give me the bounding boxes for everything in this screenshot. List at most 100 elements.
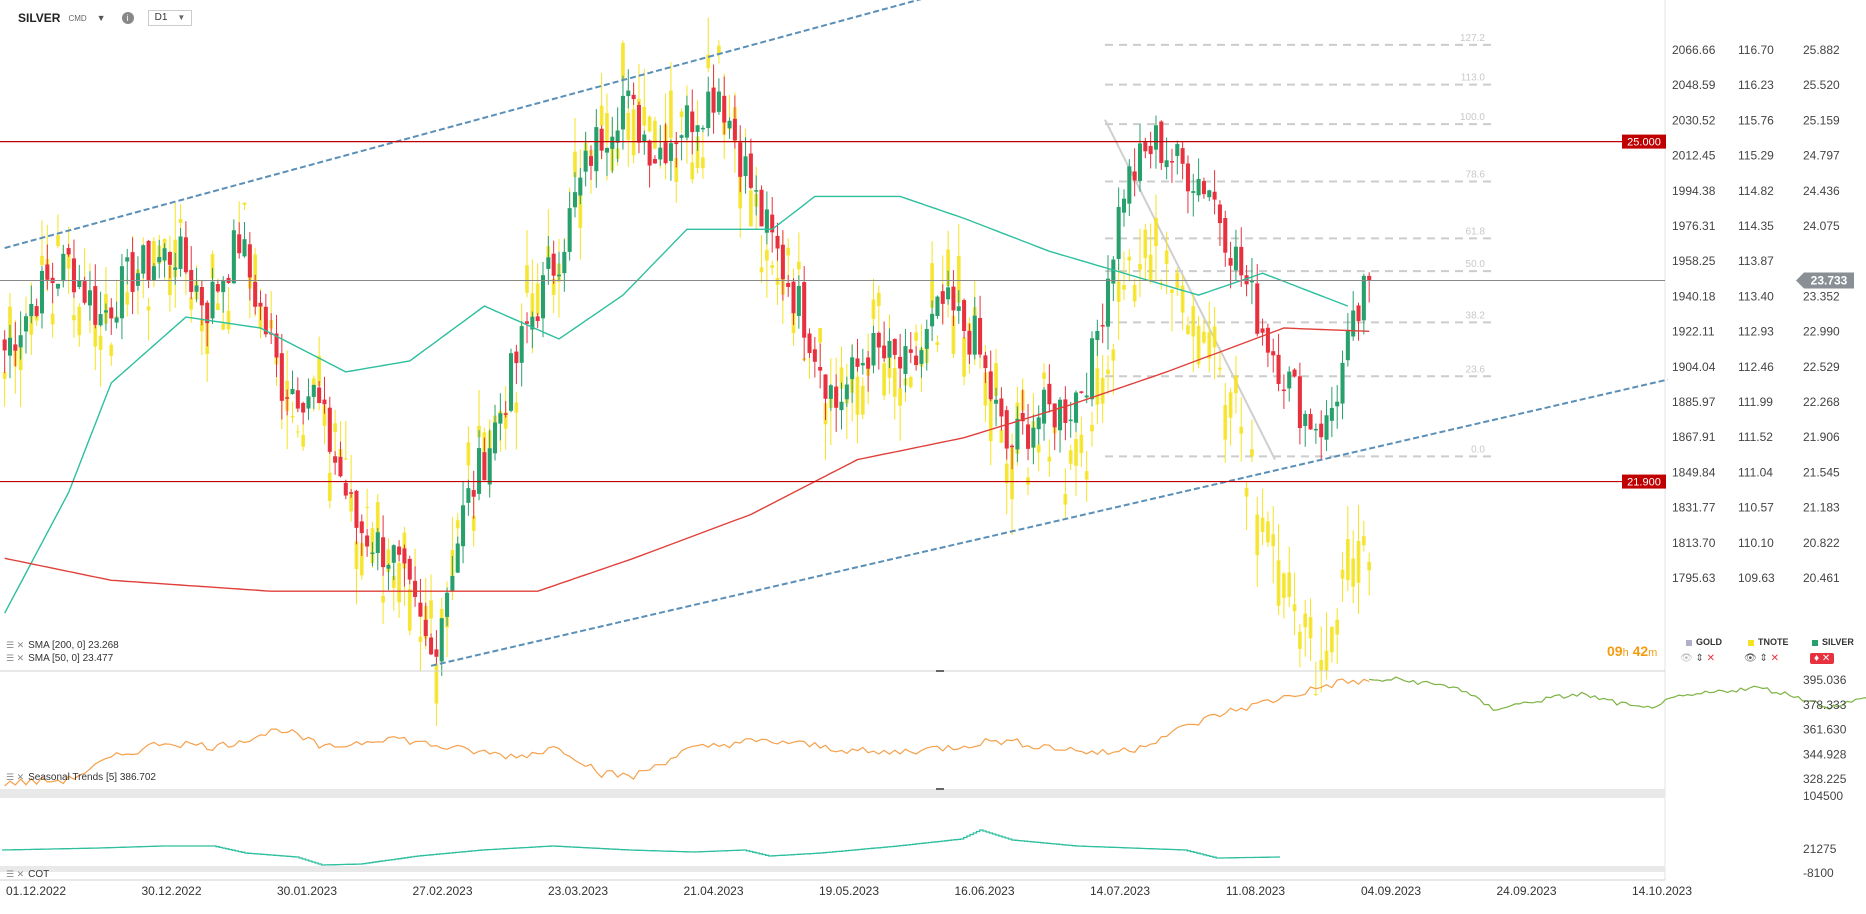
overlay-bar — [647, 116, 652, 132]
legend-silver[interactable]: SILVER — [1812, 637, 1854, 647]
candle — [1319, 423, 1324, 438]
price-axis-label: 20.461 — [1803, 571, 1840, 585]
gold-reorder-icon[interactable]: ⇕ — [1695, 653, 1704, 664]
sma200-text: SMA [200, 0] 23.268 — [28, 640, 119, 651]
candle — [311, 384, 316, 397]
candle — [55, 283, 60, 289]
candle — [413, 580, 418, 597]
candle — [711, 87, 716, 113]
x-tick-label: 27.02.2023 — [412, 884, 472, 898]
candle — [1345, 330, 1350, 361]
overlay-bar — [311, 378, 316, 389]
overlay-bar — [333, 423, 337, 432]
seasonal-close-icon[interactable]: ☰ ✕ — [6, 772, 25, 782]
overlay-bar — [1250, 449, 1254, 457]
candle — [668, 143, 673, 161]
overlay-bar — [679, 111, 684, 118]
silver-close-icon[interactable]: ✕ — [1821, 653, 1831, 664]
overlay-bar — [1164, 250, 1169, 264]
overlay-bar — [1004, 463, 1009, 484]
overlay-bar — [1351, 558, 1356, 587]
overlay-bar — [381, 595, 385, 603]
candle — [34, 306, 39, 316]
overlay-bar — [994, 363, 998, 396]
candle — [39, 270, 45, 314]
sma50-label[interactable]: ☰ ✕ SMA [50, 0] 23.477 — [6, 653, 113, 664]
overlay-bar — [391, 575, 396, 588]
tnote-axis-label: 115.29 — [1738, 149, 1774, 163]
gold-axis-label: 1994.38 — [1672, 184, 1716, 198]
gold-axis-label: 1885.97 — [1672, 395, 1716, 409]
gold-close-icon[interactable]: ✕ — [1706, 653, 1716, 664]
info-icon[interactable]: i — [121, 12, 134, 24]
candle — [706, 91, 711, 129]
sma200-label[interactable]: ☰ ✕ SMA [200, 0] 23.268 — [6, 640, 119, 651]
overlay-bar — [1042, 372, 1046, 379]
x-tick-label: 21.04.2023 — [683, 884, 743, 898]
overlay-bar — [1340, 569, 1345, 579]
candle — [935, 296, 940, 316]
candle — [1073, 392, 1079, 423]
candle — [317, 387, 322, 404]
timeframe-select[interactable]: D1 ▼ — [147, 10, 193, 26]
candle — [402, 548, 407, 564]
x-tick-label: 23.03.2023 — [548, 884, 608, 898]
panel-gap — [0, 866, 1665, 872]
candle — [780, 244, 785, 280]
legend-tnote[interactable]: TNOTE — [1748, 637, 1789, 647]
candle — [700, 127, 705, 130]
gold-axis-label: 1904.04 — [1672, 360, 1716, 374]
overlay-bar — [1212, 326, 1217, 348]
overlay-bar — [146, 306, 151, 311]
overlay-bar — [759, 267, 764, 273]
candle — [866, 357, 871, 369]
overlay-bar — [152, 241, 156, 270]
tnote-axis-label: 113.40 — [1738, 289, 1774, 303]
candle — [631, 94, 636, 100]
overlay-bar — [1202, 331, 1206, 343]
legend-gold-label: GOLD — [1696, 637, 1722, 647]
cot-axis-label: -8100 — [1803, 866, 1834, 880]
candle — [828, 385, 833, 399]
candle — [253, 281, 258, 307]
overlay-bar — [1090, 424, 1094, 432]
x-tick-label: 01.12.2022 — [6, 884, 66, 898]
legend-gold[interactable]: GOLD — [1686, 637, 1722, 647]
candle — [1308, 414, 1313, 430]
candle — [93, 286, 98, 325]
tnote-axis-label: 110.57 — [1738, 501, 1774, 515]
tnote-axis-label: 113.87 — [1738, 254, 1774, 268]
candle — [951, 286, 956, 311]
overlay-bar — [375, 502, 380, 539]
overlay-bar — [1186, 325, 1190, 335]
level-label: 25.000 — [1627, 137, 1661, 149]
cot-close-icon[interactable]: ☰ ✕ — [6, 869, 25, 879]
candle — [807, 333, 812, 353]
overlay-bar — [1361, 536, 1366, 546]
gold-visibility-icon[interactable]: 👁 — [1680, 653, 1693, 664]
gold-axis-label: 1849.84 — [1672, 465, 1716, 479]
tnote-visibility-icon[interactable]: 👁 — [1744, 653, 1757, 664]
tnote-reorder-icon[interactable]: ⇕ — [1759, 653, 1768, 664]
candle — [1228, 258, 1233, 266]
fib-label: 38.2 — [1466, 310, 1486, 321]
overlay-bar — [1148, 254, 1153, 282]
overlay-bar — [695, 136, 700, 169]
symbol-dropdown-icon[interactable]: ▼ — [96, 13, 106, 23]
candle — [658, 147, 663, 160]
cot-label[interactable]: ☰ ✕ COT — [6, 869, 49, 880]
silver-style-icon[interactable]: ♦ — [1814, 653, 1820, 664]
candle — [391, 545, 396, 563]
seasonal-label[interactable]: ☰ ✕ Seasonal Trends [5] 386.702 — [6, 772, 156, 783]
overlay-bar — [514, 402, 519, 413]
tnote-close-icon[interactable]: ✕ — [1770, 653, 1780, 664]
sma50-close-icon[interactable]: ☰ ✕ — [6, 653, 25, 663]
candle — [1356, 305, 1361, 322]
sma200-close-icon[interactable]: ☰ ✕ — [6, 640, 25, 650]
fib-label: 0.0 — [1471, 444, 1485, 455]
overlay-bar — [706, 54, 711, 69]
overlay-bar — [599, 105, 604, 126]
overlay-bar — [1314, 693, 1318, 695]
